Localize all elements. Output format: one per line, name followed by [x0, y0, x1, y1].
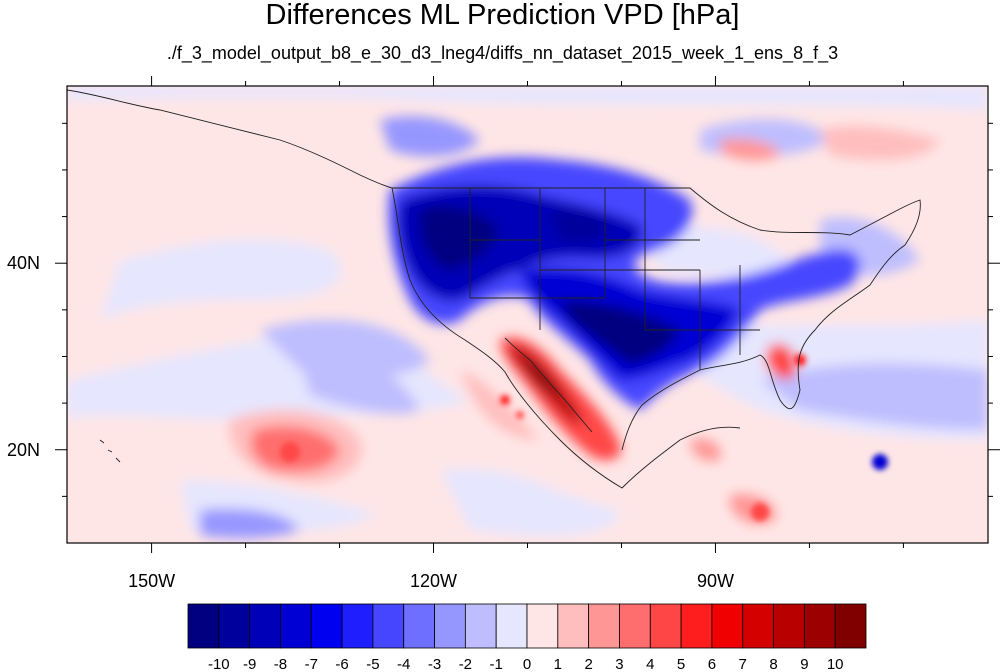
colorbar-label: 3: [615, 656, 623, 672]
colorbar-box: [680, 603, 713, 649]
colorbar-label: -7: [305, 656, 318, 672]
colorbar-box: [372, 603, 405, 649]
x-tick-label: 150W: [128, 571, 176, 591]
colorbar-label: -1: [490, 656, 503, 672]
colorbar-label: -8: [274, 656, 287, 672]
colorbar-label: 1: [554, 656, 562, 672]
field-blobs: [67, 86, 988, 539]
y-tick-label: 40N: [6, 253, 40, 274]
colorbar-box: [773, 603, 805, 649]
colorbar-box: [249, 603, 281, 649]
colorbar-box: [434, 603, 466, 649]
colorbar-box: [526, 603, 559, 649]
coastlines: [67, 89, 921, 489]
colorbar-label: 6: [708, 656, 716, 672]
colorbar-box: [495, 603, 528, 649]
axis-ticks: [55, 76, 1000, 553]
colorbar-box: [742, 603, 774, 649]
colorbar-label: -3: [428, 656, 441, 672]
colorbar-label: 5: [677, 656, 685, 672]
y-tick-label: 20N: [6, 439, 40, 460]
colorbar-box: [649, 603, 682, 649]
colorbar-label: 4: [646, 656, 654, 672]
colorbar-box: [187, 603, 220, 649]
colorbar-label: 10: [827, 656, 844, 672]
colorbar-label: 9: [800, 656, 808, 672]
map-title: Differences ML Prediction VPD [hPa]: [265, 0, 740, 31]
colorbar-label: 0: [523, 656, 531, 672]
colorbar-box: [310, 603, 343, 649]
colorbar-box: [803, 603, 836, 649]
colorbar-labels: -10 -9 -8 -7 -6 -5 -4 -3 -2 -1 0 1 2 3 4 5 6 7 8 9 10: [208, 656, 844, 672]
x-tick-label: 120W: [410, 571, 458, 591]
field-detail: [280, 354, 888, 521]
colorbar-box: [341, 603, 374, 649]
field-layer: [67, 86, 988, 543]
colorbar-box: [464, 603, 497, 649]
x-tick-label: 90W: [696, 571, 734, 591]
colorbar-label: -5: [366, 656, 379, 672]
colorbar-label: 2: [584, 656, 592, 672]
colorbar-boxes: [187, 603, 867, 649]
colorbar-label: -10: [208, 656, 230, 672]
colorbar-box: [619, 603, 651, 649]
colorbar-label: -9: [243, 656, 256, 672]
colorbar-label: -6: [335, 656, 348, 672]
colorbar-box: [588, 603, 620, 649]
colorbar-label: 8: [769, 656, 777, 672]
colorbar-box: [711, 603, 744, 649]
colorbar-label: -4: [397, 656, 410, 672]
map-subtitle: ./f_3_model_output_b8_e_30_d3_lneg4/diff…: [166, 43, 839, 63]
colorbar-label: -2: [459, 656, 472, 672]
colorbar-box: [557, 603, 590, 649]
colorbar-box: [218, 603, 251, 649]
colorbar-box: [280, 603, 312, 649]
colorbar-box: [403, 603, 435, 649]
colorbar-box: [834, 603, 867, 649]
colorbar-label: 7: [739, 656, 747, 672]
